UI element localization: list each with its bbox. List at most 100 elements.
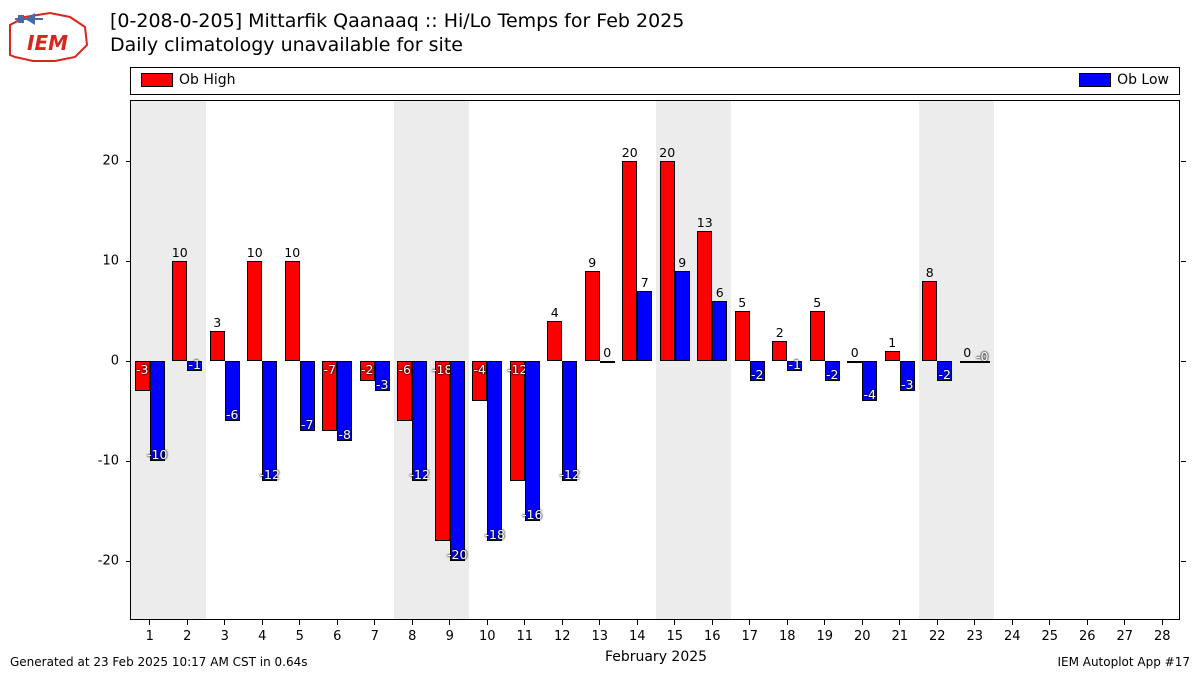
legend-high: Ob High: [141, 72, 236, 88]
x-tick: [899, 620, 900, 625]
y-tick: [126, 461, 131, 462]
x-tick: [412, 620, 413, 625]
low-bar: [562, 361, 577, 481]
low-bar-label: -1: [189, 357, 201, 372]
high-bar: [735, 311, 750, 361]
x-tick: [224, 620, 225, 625]
x-tick: [937, 620, 938, 625]
high-bar-label: -7: [324, 362, 336, 377]
low-bar-label: -12: [260, 467, 280, 482]
low-bar: [637, 291, 652, 361]
low-bar-label: -18: [485, 527, 505, 542]
high-bar: [247, 261, 262, 361]
high-bar: [847, 361, 862, 363]
low-bar-label: -3: [901, 377, 913, 392]
low-bar-label: -8: [339, 427, 351, 442]
x-tick-label: 1: [146, 629, 154, 644]
high-bar: [697, 231, 712, 361]
x-tick-label: 4: [258, 629, 266, 644]
high-bar: [285, 261, 300, 361]
x-tick: [262, 620, 263, 625]
legend-label-low: Ob Low: [1117, 72, 1169, 88]
x-tick-label: 13: [591, 629, 608, 644]
x-tick: [524, 620, 525, 625]
legend: Ob High Ob Low: [130, 67, 1180, 95]
x-tick: [187, 620, 188, 625]
low-bar-label: -7: [301, 417, 313, 432]
legend-swatch-low: [1079, 73, 1111, 87]
legend-swatch-high: [141, 73, 173, 87]
y-tick: [1181, 161, 1186, 162]
y-tick-label: 10: [102, 254, 119, 269]
iem-logo: IEM: [5, 5, 95, 65]
x-tick-label: 28: [1154, 629, 1171, 644]
y-tick-label: 20: [102, 154, 119, 169]
x-tick-label: 21: [891, 629, 908, 644]
y-tick-label: 0: [111, 354, 119, 369]
x-tick-label: 6: [333, 629, 341, 644]
high-bar: [885, 351, 900, 361]
high-bar: [172, 261, 187, 361]
high-bar-label: 5: [813, 295, 821, 310]
low-bar-label: -16: [522, 507, 542, 522]
high-bar-label: -2: [361, 362, 373, 377]
y-tick: [1181, 561, 1186, 562]
x-tick-label: 25: [1041, 629, 1058, 644]
low-bar: [675, 271, 690, 361]
high-bar-label: -6: [399, 362, 411, 377]
x-tick-label: 14: [629, 629, 646, 644]
high-bar: [510, 361, 525, 481]
high-bar: [772, 341, 787, 361]
x-tick: [337, 620, 338, 625]
high-bar: [960, 361, 975, 363]
high-bar: [435, 361, 450, 541]
x-tick-label: 15: [666, 629, 683, 644]
high-bar-label: -4: [474, 362, 486, 377]
high-bar-label: 10: [247, 245, 263, 260]
low-bar-label: 9: [678, 255, 686, 270]
x-tick: [562, 620, 563, 625]
high-bar-label: 2: [776, 325, 784, 340]
low-bar: [450, 361, 465, 561]
high-bar-label: 4: [551, 305, 559, 320]
low-bar: [525, 361, 540, 521]
x-tick: [1162, 620, 1163, 625]
footer-generated: Generated at 23 Feb 2025 10:17 AM CST in…: [10, 655, 308, 669]
x-tick: [787, 620, 788, 625]
x-tick: [149, 620, 150, 625]
x-tick: [1049, 620, 1050, 625]
high-bar-label: 10: [172, 245, 188, 260]
x-tick: [824, 620, 825, 625]
x-tick: [599, 620, 600, 625]
x-tick: [862, 620, 863, 625]
x-tick-label: 16: [704, 629, 721, 644]
low-bar-label: -20: [447, 547, 467, 562]
low-bar: [412, 361, 427, 481]
x-tick: [487, 620, 488, 625]
low-bar-label: 6: [716, 285, 724, 300]
x-tick-label: 18: [779, 629, 796, 644]
low-bar-label: -12: [410, 467, 430, 482]
legend-label-high: Ob High: [179, 72, 236, 88]
x-tick-label: 12: [554, 629, 571, 644]
x-tick-label: 9: [446, 629, 454, 644]
low-bar-label: -2: [751, 367, 763, 382]
x-tick: [299, 620, 300, 625]
high-bar: [210, 331, 225, 361]
x-tick: [1012, 620, 1013, 625]
y-tick-label: -10: [98, 454, 119, 469]
high-bar-label: 10: [284, 245, 300, 260]
high-bar-label: 3: [213, 315, 221, 330]
high-bar-label: 20: [659, 145, 675, 160]
footer-app: IEM Autoplot App #17: [1057, 655, 1190, 669]
x-tick-label: 19: [816, 629, 833, 644]
x-tick-label: 8: [408, 629, 416, 644]
high-bar-label: -3: [136, 362, 148, 377]
x-tick-label: 3: [221, 629, 229, 644]
high-bar-label: 9: [588, 255, 596, 270]
low-bar-label: -1: [789, 357, 801, 372]
x-tick: [974, 620, 975, 625]
y-tick: [1181, 461, 1186, 462]
y-tick: [126, 161, 131, 162]
low-bar-label: -3: [376, 377, 388, 392]
